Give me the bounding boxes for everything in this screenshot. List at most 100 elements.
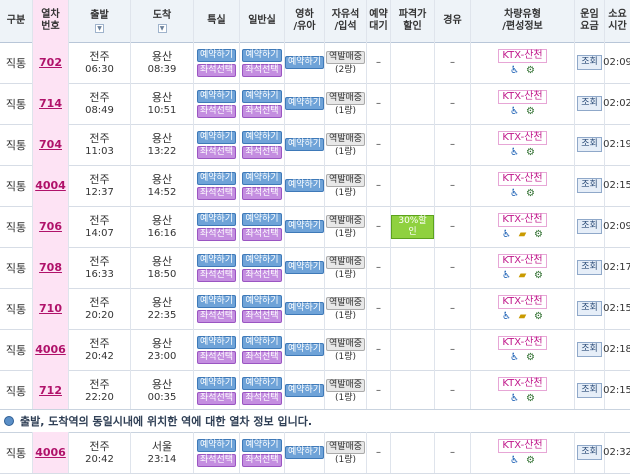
sort-down-icon[interactable]: ▼ xyxy=(157,23,167,33)
special-reserve-button[interactable]: 예약하기 xyxy=(196,438,237,452)
special-reserve-button[interactable]: 예약하기 xyxy=(196,335,237,349)
ktx-sancheon-link[interactable]: KTX-산천 xyxy=(498,438,547,453)
special-reserve-button[interactable]: 예약하기 xyxy=(196,253,237,267)
ktx-sancheon-link[interactable]: KTX-산천 xyxy=(498,48,547,63)
ktx-sancheon-link[interactable]: KTX-산천 xyxy=(498,130,547,145)
special-reserve-button[interactable]: 예약하기 xyxy=(196,48,237,62)
general-reserve-button[interactable]: 예약하기 xyxy=(242,294,282,308)
fare-lookup-button[interactable]: 조회 xyxy=(577,96,602,111)
fare-lookup-button[interactable]: 조회 xyxy=(577,219,602,234)
ktx-sancheon-link[interactable]: KTX-산천 xyxy=(498,212,547,227)
general-reserve-button[interactable]: 예약하기 xyxy=(242,89,282,103)
bike-icon: ⚙ xyxy=(526,106,535,117)
special-seat-select-button[interactable]: 좌석선택 xyxy=(196,145,237,159)
arrival-station: 용산 xyxy=(151,213,173,227)
train-number-link[interactable]: 706 xyxy=(39,220,62,233)
general-seat-select-button[interactable]: 좌석선택 xyxy=(242,391,282,405)
train-number-link[interactable]: 712 xyxy=(39,384,62,397)
general-seat-select-button[interactable]: 좌석선택 xyxy=(242,145,282,159)
special-seat-select-button[interactable]: 좌석선택 xyxy=(196,63,237,77)
kid-reserve-button[interactable]: 예약하기 xyxy=(284,220,325,233)
cell-train-no[interactable]: 4004 xyxy=(32,165,68,206)
ktx-sancheon-link[interactable]: KTX-산천 xyxy=(498,171,547,186)
special-reserve-button[interactable]: 예약하기 xyxy=(196,294,237,308)
special-reserve-button[interactable]: 예약하기 xyxy=(196,130,237,144)
col-departure-header[interactable]: 출발 ▼ xyxy=(68,0,130,42)
ktx-sancheon-link[interactable]: KTX-산천 xyxy=(498,89,547,104)
sort-down-icon[interactable]: ▼ xyxy=(95,23,104,33)
general-seat-select-button[interactable]: 좌석선택 xyxy=(242,186,282,200)
train-number-link[interactable]: 702 xyxy=(39,56,62,69)
fare-lookup-button[interactable]: 조회 xyxy=(577,301,602,316)
general-reserve-button[interactable]: 예약하기 xyxy=(242,48,282,62)
special-reserve-button[interactable]: 예약하기 xyxy=(196,376,237,390)
general-reserve-button[interactable]: 예약하기 xyxy=(242,253,282,267)
kid-reserve-button[interactable]: 예약하기 xyxy=(284,384,325,397)
cell-train-no[interactable]: 712 xyxy=(32,370,68,411)
kid-reserve-button[interactable]: 예약하기 xyxy=(284,56,325,69)
general-reserve-button[interactable]: 예약하기 xyxy=(242,438,282,452)
kid-reserve-button[interactable]: 예약하기 xyxy=(284,446,325,459)
train-number-link[interactable]: 708 xyxy=(39,261,62,274)
col-arrival-header[interactable]: 도착 ▼ xyxy=(130,0,193,42)
special-reserve-button[interactable]: 예약하기 xyxy=(196,89,237,103)
special-seat-select-button[interactable]: 좌석선택 xyxy=(196,227,237,241)
departure-station: 전주 xyxy=(89,377,110,391)
special-seat-select-button[interactable]: 좌석선택 xyxy=(196,350,237,364)
fare-lookup-button[interactable]: 조회 xyxy=(577,137,602,152)
cell-train-no[interactable]: 4006 xyxy=(32,329,68,370)
kid-reserve-button[interactable]: 예약하기 xyxy=(284,97,325,110)
fare-lookup-button[interactable]: 조회 xyxy=(577,178,602,193)
kid-reserve-button[interactable]: 예약하기 xyxy=(284,343,325,356)
cell-train-no[interactable]: 702 xyxy=(32,42,68,83)
special-seat-select-button[interactable]: 좌석선택 xyxy=(196,186,237,200)
kid-reserve-button[interactable]: 예약하기 xyxy=(284,138,325,151)
cell-train-no[interactable]: 708 xyxy=(32,247,68,288)
train-feature-icons: ♿ ▰ ⚙ xyxy=(500,229,546,241)
cell-duration: 02:15 xyxy=(603,165,630,206)
general-reserve-button[interactable]: 예약하기 xyxy=(242,171,282,185)
general-seat-select-button[interactable]: 좌석선택 xyxy=(242,309,282,323)
ktx-sancheon-link[interactable]: KTX-산천 xyxy=(498,335,547,350)
cell-train-no[interactable]: 704 xyxy=(32,124,68,165)
train-number-link[interactable]: 4006 xyxy=(35,446,66,459)
special-reserve-button[interactable]: 예약하기 xyxy=(196,171,237,185)
general-reserve-button[interactable]: 예약하기 xyxy=(242,376,282,390)
general-seat-select-button[interactable]: 좌석선택 xyxy=(242,104,282,118)
general-reserve-button[interactable]: 예약하기 xyxy=(242,212,282,226)
fare-lookup-button[interactable]: 조회 xyxy=(577,260,602,275)
general-seat-select-button[interactable]: 좌석선택 xyxy=(242,63,282,77)
ktx-sancheon-link[interactable]: KTX-산천 xyxy=(498,294,547,309)
train-number-link[interactable]: 710 xyxy=(39,302,62,315)
general-reserve-button[interactable]: 예약하기 xyxy=(242,130,282,144)
kid-reserve-button[interactable]: 예약하기 xyxy=(284,302,325,315)
special-reserve-button[interactable]: 예약하기 xyxy=(196,212,237,226)
special-seat-select-button[interactable]: 좌석선택 xyxy=(196,268,237,282)
fare-lookup-button[interactable]: 조회 xyxy=(577,342,602,357)
train-number-link[interactable]: 714 xyxy=(39,97,62,110)
special-seat-select-button[interactable]: 좌석선택 xyxy=(196,309,237,323)
cell-train-no[interactable]: 710 xyxy=(32,288,68,329)
ktx-sancheon-link[interactable]: KTX-산천 xyxy=(498,253,547,268)
train-number-link[interactable]: 704 xyxy=(39,138,62,151)
general-seat-select-button[interactable]: 좌석선택 xyxy=(242,227,282,241)
cell-train-no[interactable]: 4006 xyxy=(32,432,68,473)
general-seat-select-button[interactable]: 좌석선택 xyxy=(242,350,282,364)
general-seat-select-button[interactable]: 좌석선택 xyxy=(242,453,282,467)
cell-train-no[interactable]: 714 xyxy=(32,83,68,124)
train-number-link[interactable]: 4006 xyxy=(35,343,66,356)
train-number-link[interactable]: 4004 xyxy=(35,179,66,192)
cell-train-no[interactable]: 706 xyxy=(32,206,68,247)
fare-lookup-button[interactable]: 조회 xyxy=(577,445,602,460)
special-seat-select-button[interactable]: 좌석선택 xyxy=(196,391,237,405)
cell-kid: 예약하기 xyxy=(284,83,325,124)
special-seat-select-button[interactable]: 좌석선택 xyxy=(196,104,237,118)
fare-lookup-button[interactable]: 조회 xyxy=(577,383,602,398)
fare-lookup-button[interactable]: 조회 xyxy=(577,55,602,70)
kid-reserve-button[interactable]: 예약하기 xyxy=(284,179,325,192)
general-reserve-button[interactable]: 예약하기 xyxy=(242,335,282,349)
kid-reserve-button[interactable]: 예약하기 xyxy=(284,261,325,274)
special-seat-select-button[interactable]: 좌석선택 xyxy=(196,453,237,467)
ktx-sancheon-link[interactable]: KTX-산천 xyxy=(498,376,547,391)
general-seat-select-button[interactable]: 좌석선택 xyxy=(242,268,282,282)
